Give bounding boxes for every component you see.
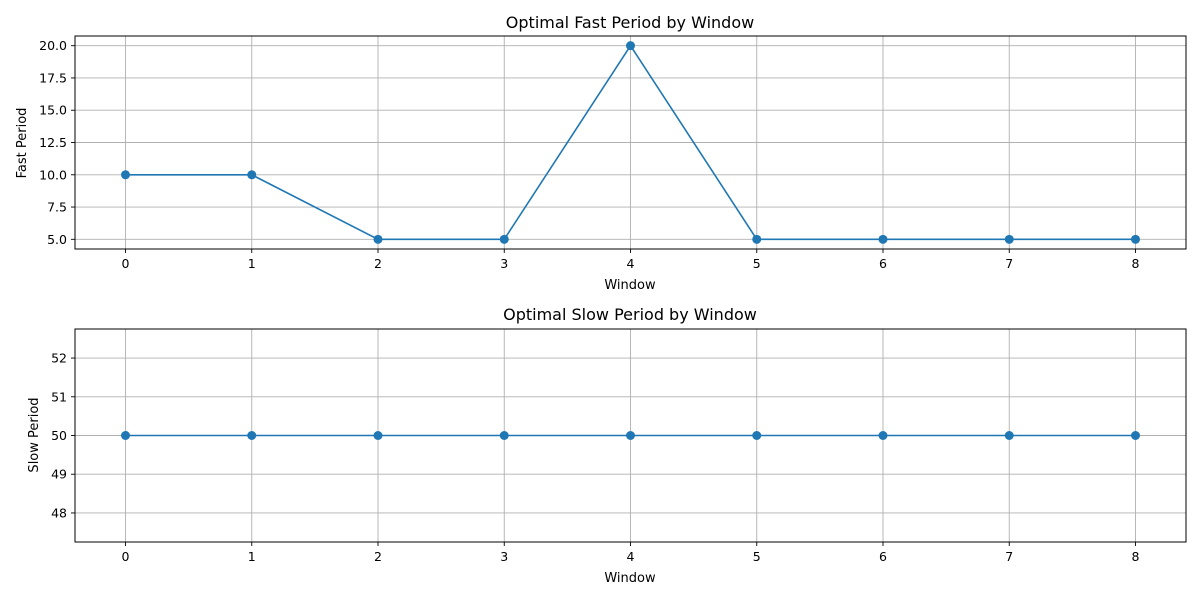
- slow-period-plot-frame: [74, 328, 1187, 543]
- slow-period-data-point: [1004, 431, 1014, 440]
- slow-period-chart-title: Optimal Slow Period by Window: [503, 305, 757, 324]
- slow-period-y-tick-label: 52: [51, 351, 67, 366]
- fast-period-x-tick-label: 2: [374, 256, 382, 271]
- slow-period-y-tick-label: 51: [51, 389, 67, 404]
- fast-period-data-point: [373, 234, 383, 244]
- slow-period-data-point: [878, 431, 888, 440]
- fast-period-y-tick-label: 7.5: [47, 200, 67, 215]
- fast-period-data-point: [752, 234, 762, 244]
- fast-period-y-tick-label: 12.5: [39, 135, 67, 150]
- slow-period-x-tick-label: 0: [122, 549, 130, 564]
- slow-period-data-point: [752, 431, 762, 440]
- fast-period-y-tick-label: 10.0: [39, 167, 67, 182]
- fast-period-chart-title: Optimal Fast Period by Window: [506, 13, 754, 32]
- slow-period-data-point: [499, 431, 509, 440]
- fast-period-x-tick-label: 3: [500, 256, 508, 271]
- slow-period-y-axis-label: Slow Period: [27, 397, 42, 472]
- slow-period-data-point: [121, 431, 130, 440]
- fast-period-x-tick-label: 6: [879, 256, 887, 271]
- fast-period-y-tick-label: 17.5: [39, 70, 67, 85]
- slow-period-chart: Optimal Slow Period by Window Window Slo…: [27, 305, 1187, 586]
- fast-period-x-axis-label: Window: [604, 278, 656, 293]
- slow-period-x-tick-label: 1: [248, 549, 256, 564]
- slow-period-x-tick-label: 5: [753, 549, 761, 564]
- fast-period-data-point: [1004, 234, 1014, 244]
- fast-period-grid: [75, 36, 1186, 249]
- fast-period-x-tick-label: 5: [753, 256, 761, 271]
- fast-period-data-point: [626, 41, 635, 51]
- slow-period-x-tick-label: 7: [1005, 549, 1013, 564]
- slow-period-data-point: [373, 431, 383, 440]
- fast-period-data-point: [499, 234, 509, 244]
- fast-period-x-tick-label: 0: [122, 256, 130, 271]
- fast-period-x-tick-label: 8: [1132, 256, 1140, 271]
- slow-period-y-tick-label: 49: [51, 467, 67, 482]
- fast-period-x-tick-label: 7: [1005, 256, 1013, 271]
- fast-period-y-axis-label: Fast Period: [15, 108, 30, 179]
- slow-period-data-point: [247, 431, 257, 440]
- fast-period-plot-frame: [74, 35, 1187, 250]
- fast-period-y-tick-label: 20.0: [39, 38, 67, 53]
- fast-period-data-point: [247, 170, 257, 180]
- fast-period-data-point: [878, 234, 888, 244]
- fast-period-x-tick-label: 1: [248, 256, 256, 271]
- slow-period-x-tick-label: 3: [500, 549, 508, 564]
- slow-period-data-point: [626, 431, 635, 440]
- slow-period-x-tick-label: 2: [374, 549, 382, 564]
- fast-period-data-point: [121, 170, 130, 180]
- slow-period-x-tick-label: 8: [1132, 549, 1140, 564]
- slow-period-y-tick-label: 50: [51, 428, 67, 443]
- slow-period-x-axis-label: Window: [604, 571, 656, 586]
- fast-period-y-tick-label: 5.0: [47, 232, 67, 247]
- slow-period-x-tick-label: 6: [879, 549, 887, 564]
- slow-period-data-point: [1131, 431, 1140, 440]
- fast-period-chart: Optimal Fast Period by Window Window Fas…: [15, 13, 1187, 293]
- slow-period-x-tick-label: 4: [627, 549, 635, 564]
- fast-period-x-tick-label: 4: [627, 256, 635, 271]
- fast-period-y-tick-label: 15.0: [39, 103, 67, 118]
- slow-period-y-tick-label: 48: [51, 505, 67, 520]
- fast-period-data-point: [1131, 234, 1140, 244]
